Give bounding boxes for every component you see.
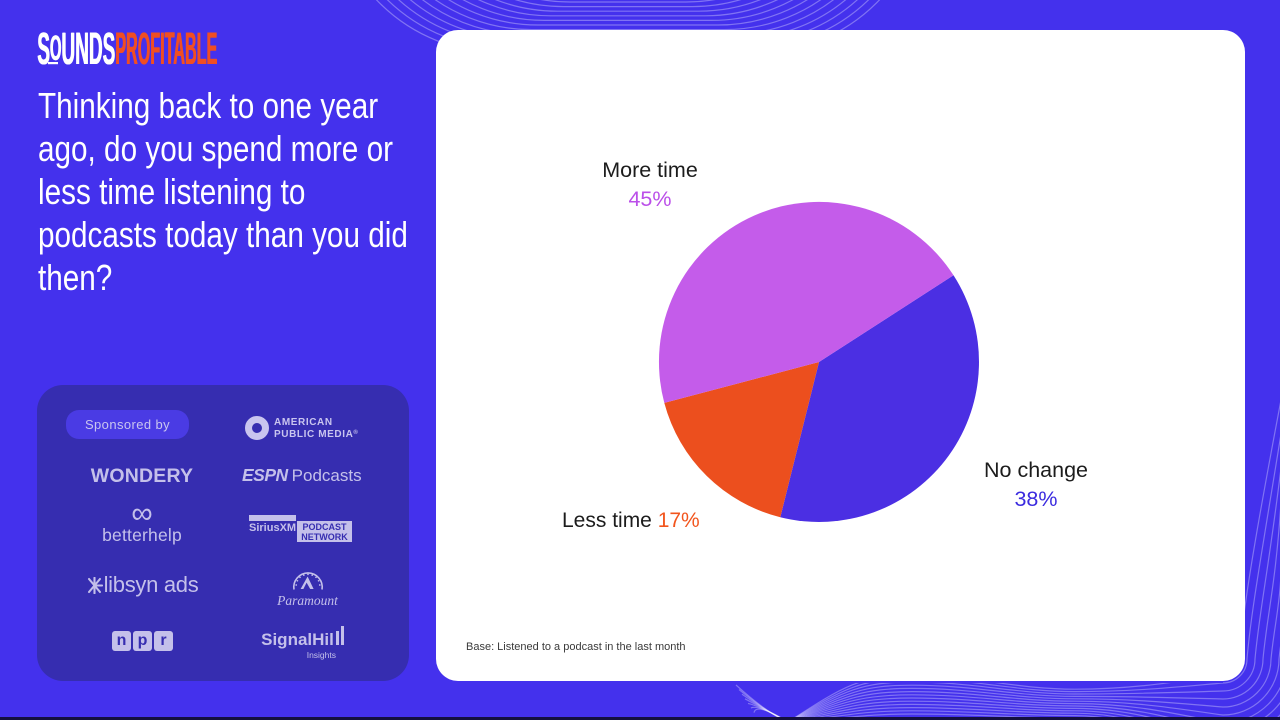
svg-text:PROFITABLE: PROFITABLE bbox=[116, 30, 218, 68]
svg-text:AMERICAN: AMERICAN bbox=[274, 417, 333, 428]
svg-text:SOUNDS: SOUNDS bbox=[38, 30, 116, 68]
svg-text:PROFITABLE: PROFITABLE bbox=[115, 30, 217, 68]
svg-text:SOUNDS: SOUNDS bbox=[37, 30, 115, 68]
svg-text:PUBLIC MEDIA®: PUBLIC MEDIA® bbox=[274, 429, 358, 440]
